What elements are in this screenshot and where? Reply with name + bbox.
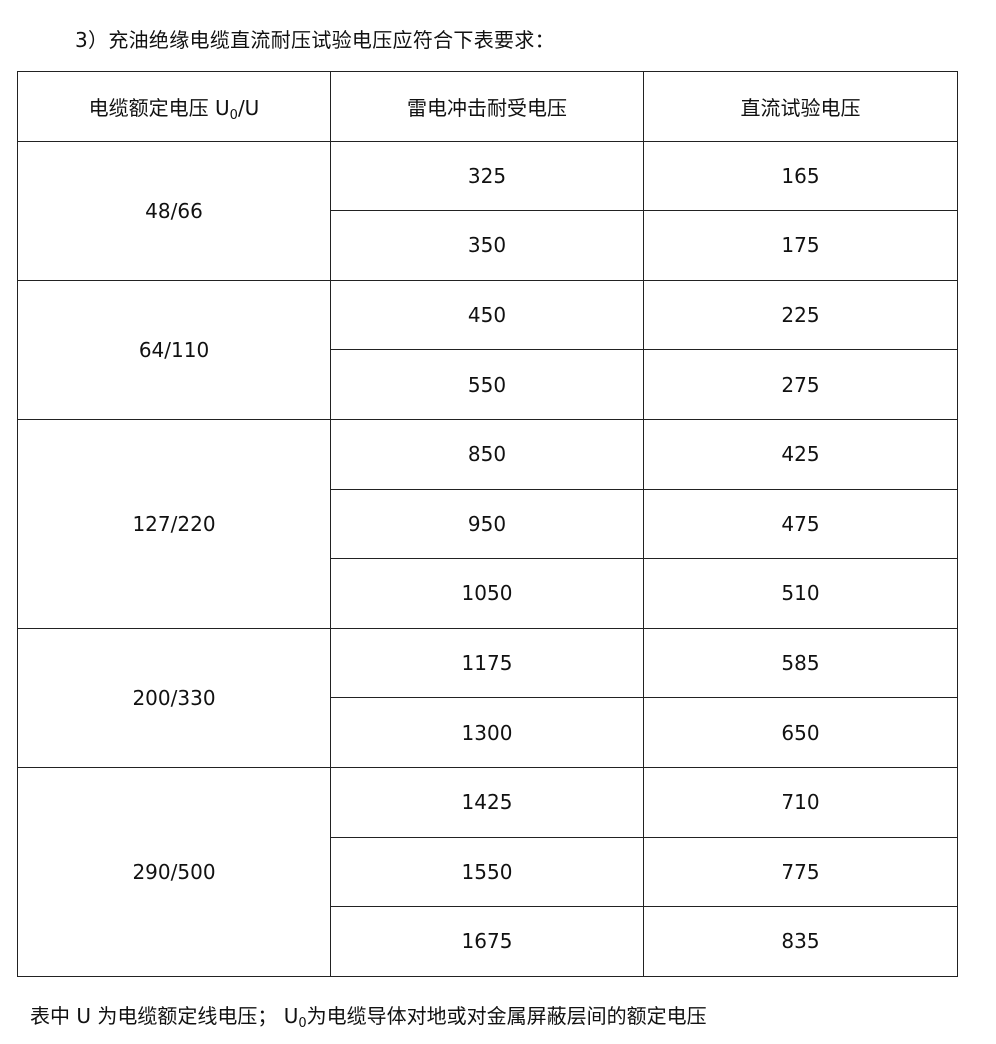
table-row: 127/220 850 425 [17, 418, 958, 629]
dc-test-voltage-cell: 425 [643, 418, 958, 490]
table-row: 1300 650 [18, 697, 958, 768]
table-row: 290/500 1425 710 [17, 766, 958, 977]
dc-test-voltage-cell: 275 [643, 349, 958, 420]
dc-test-voltage-cell: 225 [643, 279, 958, 351]
impulse-voltage-cell: 1300 [330, 697, 644, 768]
dc-test-voltage-cell: 650 [643, 697, 958, 768]
impulse-voltage-cell: 350 [330, 210, 644, 281]
table-row: 350 175 [18, 210, 958, 281]
dc-test-voltage-cell: 475 [643, 488, 958, 560]
rated-voltage-cell: 200/330 [17, 627, 331, 768]
header-impulse-voltage: 雷电冲击耐受电压 [330, 71, 644, 142]
impulse-voltage-cell: 1550 [330, 836, 644, 908]
header-rated-voltage: 电缆额定电压 U0/U [17, 71, 331, 142]
table-row: 200/330 1175 585 [17, 627, 958, 768]
dc-test-voltage-cell: 710 [643, 766, 958, 838]
rated-voltage-cell: 64/110 [17, 279, 331, 420]
dc-test-voltage-cell: 835 [643, 906, 958, 977]
note-text: 表中 U 为电缆额定线电压； U [30, 1004, 299, 1028]
dc-test-voltage-cell: 175 [643, 210, 958, 281]
impulse-voltage-cell: 850 [330, 418, 644, 490]
note-subscript: 0 [298, 1016, 307, 1031]
table-row: 48/66 325 165 [17, 140, 958, 281]
impulse-voltage-cell: 1425 [330, 766, 644, 838]
table-note: 表中 U 为电缆额定线电压； U0为电缆导体对地或对金属屏蔽层间的额定电压 [30, 1000, 707, 1031]
header-dc-test-voltage: 直流试验电压 [643, 71, 958, 142]
table-row: 1550 775 [18, 836, 958, 908]
rated-voltage-cell: 290/500 [17, 766, 331, 977]
table-row: 1675 835 [18, 906, 958, 977]
note-text-rest: 为电缆导体对地或对金属屏蔽层间的额定电压 [306, 1004, 707, 1028]
table-header-row: 电缆额定电压 U0/U 雷电冲击耐受电压 直流试验电压 [17, 71, 958, 142]
impulse-voltage-cell: 450 [330, 279, 644, 351]
dc-test-voltage-cell: 775 [643, 836, 958, 908]
header-rated-subscript: 0 [229, 107, 238, 123]
dc-test-voltage-cell: 510 [643, 558, 958, 629]
section-heading: 3）充油绝缘电缆直流耐压试验电压应符合下表要求： [75, 28, 555, 52]
test-voltage-table: 电缆额定电压 U0/U 雷电冲击耐受电压 直流试验电压 48/66 325 165 3… [17, 71, 958, 977]
dc-test-voltage-cell: 165 [643, 140, 958, 212]
impulse-voltage-cell: 1675 [330, 906, 644, 977]
table-row: 950 475 [18, 488, 958, 560]
dc-test-voltage-cell: 585 [643, 627, 958, 699]
rated-voltage-cell: 127/220 [17, 418, 331, 629]
impulse-voltage-cell: 550 [330, 349, 644, 420]
table-row: 550 275 [18, 349, 958, 420]
impulse-voltage-cell: 950 [330, 488, 644, 560]
impulse-voltage-cell: 325 [330, 140, 644, 212]
header-rated-suffix: /U [237, 95, 260, 120]
impulse-voltage-cell: 1175 [330, 627, 644, 699]
table-row: 64/110 450 225 [17, 279, 958, 420]
rated-voltage-cell: 48/66 [17, 140, 331, 281]
header-rated-text: 电缆额定电压 U [88, 95, 230, 120]
impulse-voltage-cell: 1050 [330, 558, 644, 629]
